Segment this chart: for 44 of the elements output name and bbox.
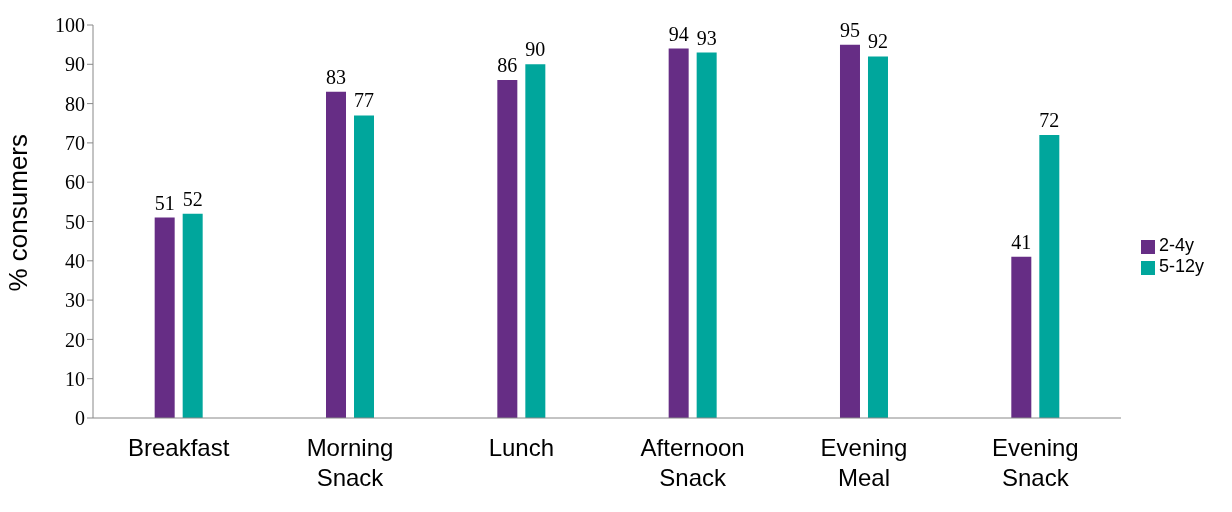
data-label: 77	[354, 89, 375, 112]
bar	[867, 56, 888, 418]
x-tick-label: Morning Snack	[306, 434, 394, 491]
legend-label: 5-12y	[1158, 256, 1204, 276]
legend-label: 2-4y	[1158, 235, 1194, 255]
y-tick-label: 50	[65, 210, 85, 233]
data-label: 94	[668, 22, 689, 45]
data-label: 52	[182, 187, 203, 210]
y-tick-label: 20	[65, 328, 85, 351]
x-tick-label: Lunch	[488, 434, 555, 461]
x-tick-label: Evening Meal	[820, 434, 908, 491]
y-tick-label: 60	[65, 171, 85, 194]
data-label: 95	[839, 18, 860, 41]
data-label: 72	[1039, 109, 1060, 132]
bar	[839, 44, 860, 418]
y-tick-label: 90	[65, 53, 85, 76]
bar	[668, 48, 689, 418]
y-tick-label: 80	[65, 92, 85, 115]
y-tick-label: 100	[55, 14, 85, 37]
x-tick-label: Breakfast	[127, 434, 230, 461]
data-label: 51	[154, 191, 175, 214]
data-label: 90	[525, 38, 546, 61]
data-label: 93	[696, 26, 717, 49]
y-tick-label: 70	[65, 132, 85, 154]
data-label: 41	[1011, 230, 1032, 253]
bar	[354, 115, 375, 418]
y-tick-label: 40	[65, 249, 85, 272]
y-axis-title: % consumers	[3, 134, 34, 292]
x-tick-label: Afternoon Snack	[640, 434, 745, 491]
y-tick-label: 30	[65, 289, 85, 312]
bar	[525, 64, 546, 418]
y-tick-label: 0	[75, 407, 85, 430]
bar	[1039, 135, 1060, 418]
bar	[696, 52, 717, 418]
data-label: 86	[497, 54, 518, 77]
bar	[154, 217, 175, 418]
y-tick-label: 10	[65, 367, 85, 390]
bar	[326, 91, 347, 418]
data-label: 83	[326, 65, 347, 88]
bar	[1011, 256, 1032, 418]
data-label: 92	[867, 30, 888, 53]
x-tick-label: Evening Snack	[991, 434, 1079, 491]
bar	[497, 80, 518, 418]
bar	[182, 213, 203, 418]
